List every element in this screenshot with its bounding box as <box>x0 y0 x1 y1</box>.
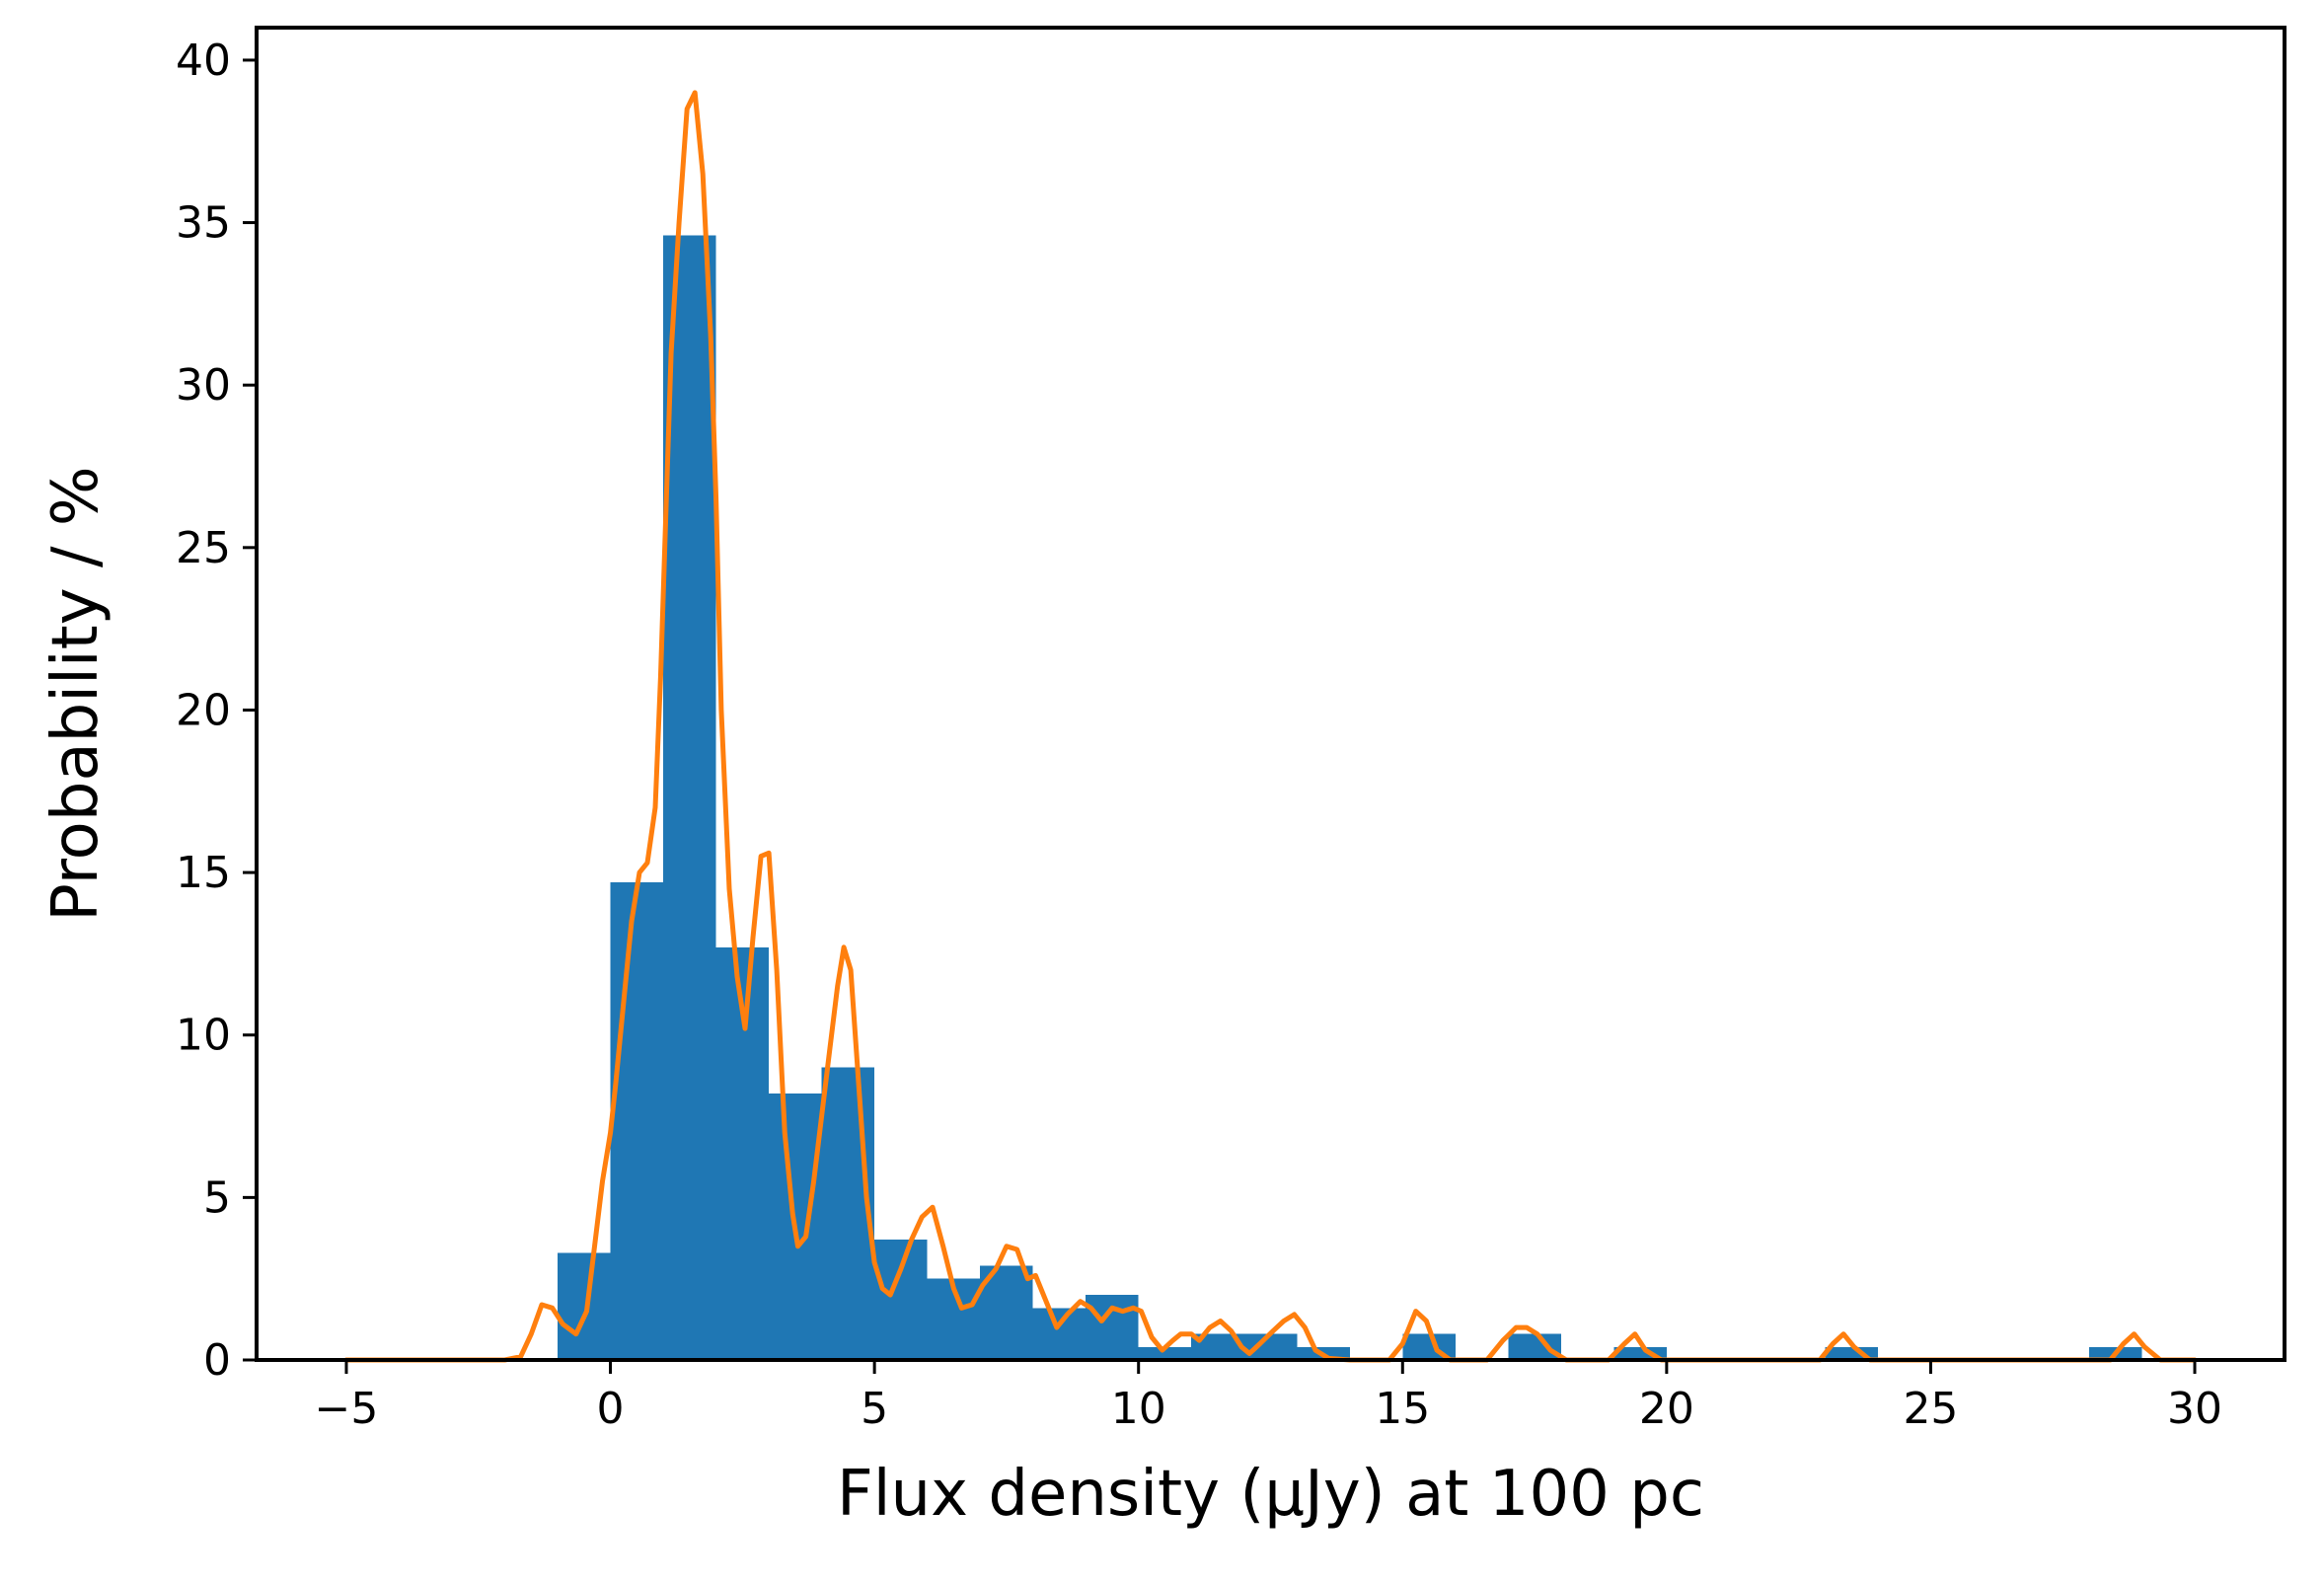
x-axis-title: Flux density (μJy) at 100 pc <box>837 1458 1704 1531</box>
y-tick-label: 10 <box>176 1011 231 1061</box>
histogram-bars <box>558 235 2142 1361</box>
x-tick-label: −5 <box>315 1384 379 1434</box>
histogram-bar <box>1138 1346 1192 1360</box>
x-tick-label: 30 <box>2167 1384 2222 1434</box>
histogram-bar <box>1243 1333 1298 1360</box>
y-tick-label: 35 <box>176 198 231 249</box>
histogram-bar <box>1508 1333 1561 1360</box>
density-curve-layer <box>343 90 2198 1363</box>
density-curve <box>343 90 2198 1363</box>
y-axis-ticks: 0 5 10 15 20 25 30 35 40 <box>176 36 257 1386</box>
histogram-bar <box>821 1067 875 1360</box>
y-tick-label: 15 <box>176 848 231 898</box>
y-tick-label: 40 <box>176 36 231 86</box>
y-axis-title: Probability / % <box>39 466 112 921</box>
plot-frame <box>255 26 2287 1362</box>
histogram-bar <box>558 1252 611 1360</box>
y-tick-label: 0 <box>203 1335 231 1386</box>
y-tick-label: 30 <box>176 360 231 411</box>
histogram-bar <box>663 235 716 1361</box>
x-tick-label: 20 <box>1639 1384 1694 1434</box>
histogram-bar <box>610 881 664 1360</box>
y-tick-label: 5 <box>203 1172 231 1223</box>
histogram-bar <box>1086 1295 1139 1360</box>
y-tick-label: 20 <box>176 685 231 735</box>
y-tick-label: 25 <box>176 523 231 573</box>
x-tick-label: 15 <box>1375 1384 1430 1434</box>
x-tick-label: 25 <box>1903 1384 1958 1434</box>
x-tick-label: 0 <box>597 1384 625 1434</box>
histogram-bar <box>874 1240 928 1360</box>
x-tick-label: 5 <box>861 1384 888 1434</box>
x-axis-ticks: −5 0 5 10 15 20 25 30 <box>315 1360 2222 1434</box>
histogram-bar <box>1032 1308 1087 1360</box>
x-tick-label: 10 <box>1111 1384 1166 1434</box>
